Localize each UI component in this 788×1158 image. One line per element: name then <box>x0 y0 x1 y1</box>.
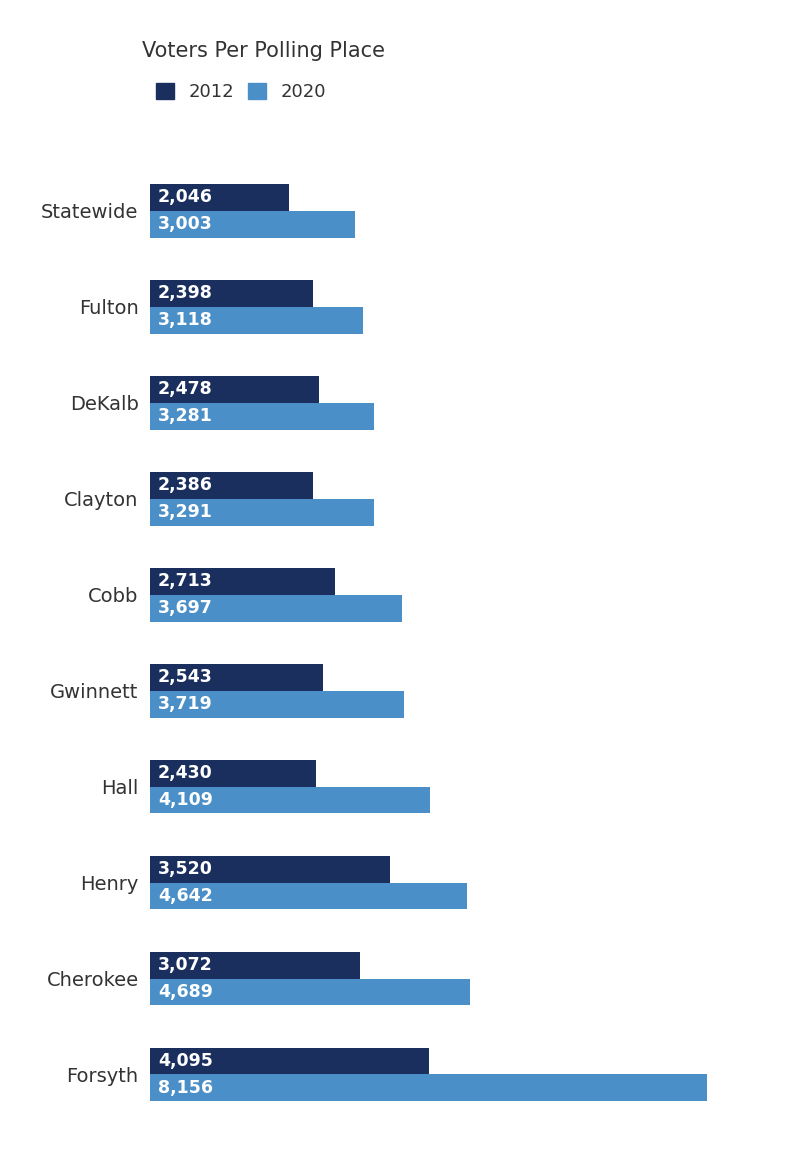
Text: 3,072: 3,072 <box>158 957 213 974</box>
Legend: 2012, 2020: 2012, 2020 <box>156 82 326 101</box>
Bar <box>150 979 470 1005</box>
Text: 2,478: 2,478 <box>158 380 213 398</box>
Bar <box>150 690 403 718</box>
Bar <box>150 184 289 211</box>
Text: 4,642: 4,642 <box>158 887 213 906</box>
Text: 2,713: 2,713 <box>158 572 213 591</box>
Text: 2,386: 2,386 <box>158 476 213 494</box>
Text: 3,697: 3,697 <box>158 599 213 617</box>
Bar <box>150 952 359 979</box>
Bar <box>150 1075 707 1101</box>
Bar <box>150 567 335 595</box>
Text: 4,109: 4,109 <box>158 791 213 809</box>
Bar <box>150 595 402 622</box>
Text: 3,118: 3,118 <box>158 312 213 329</box>
Bar <box>150 307 362 334</box>
Bar <box>150 280 314 307</box>
Text: 3,003: 3,003 <box>158 215 213 234</box>
Text: 2,430: 2,430 <box>158 764 213 782</box>
Bar <box>150 786 430 813</box>
Bar <box>150 499 374 526</box>
Bar <box>150 760 316 786</box>
Bar <box>150 403 374 430</box>
Bar <box>150 211 355 237</box>
Text: 2,046: 2,046 <box>158 189 213 206</box>
Text: 3,281: 3,281 <box>158 408 213 425</box>
Text: 2,543: 2,543 <box>158 668 213 687</box>
Bar <box>150 472 313 499</box>
Text: 3,520: 3,520 <box>158 860 213 878</box>
Bar <box>150 1048 429 1075</box>
Bar <box>150 856 390 882</box>
Text: 3,291: 3,291 <box>158 504 213 521</box>
Text: 3,719: 3,719 <box>158 695 213 713</box>
Text: 8,156: 8,156 <box>158 1079 213 1097</box>
Bar <box>150 882 466 909</box>
Text: 2,398: 2,398 <box>158 285 213 302</box>
Text: Voters Per Polling Place: Voters Per Polling Place <box>142 41 385 60</box>
Text: 4,095: 4,095 <box>158 1051 213 1070</box>
Bar <box>150 664 323 690</box>
Bar <box>150 376 319 403</box>
Text: 4,689: 4,689 <box>158 983 213 1001</box>
